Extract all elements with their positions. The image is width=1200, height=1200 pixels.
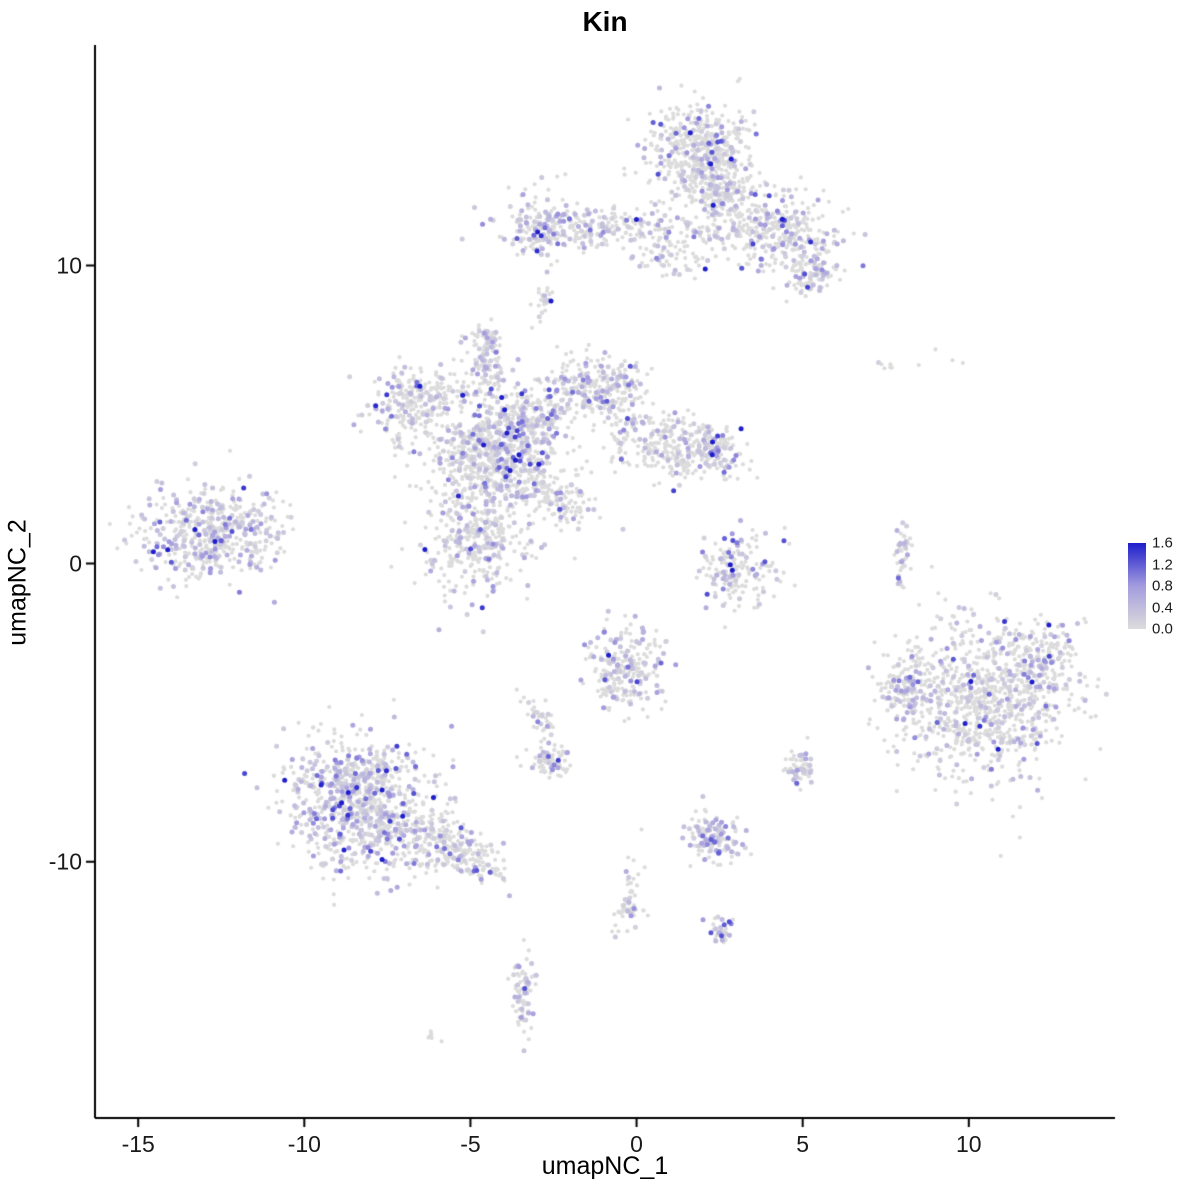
x-tick-label: -15	[121, 1131, 155, 1157]
legend-tick-label: 0.4	[1152, 599, 1173, 616]
legend-gradient-bar	[1128, 543, 1146, 629]
legend-tick-label: 1.2	[1152, 556, 1173, 573]
x-tick-label: -5	[460, 1131, 481, 1157]
x-tick-label: 5	[796, 1131, 810, 1157]
legend-tick-label: 0.0	[1152, 620, 1173, 638]
x-axis-title: umapNC_1	[541, 1152, 669, 1180]
legend-tick-label: 1.6	[1152, 534, 1173, 552]
x-tick-label: 0	[630, 1131, 643, 1157]
x-tick-label: -10	[287, 1131, 321, 1157]
legend-tick-label: 0.8	[1152, 577, 1173, 595]
y-tick-label: -10	[48, 848, 82, 875]
x-tick-label: 10	[956, 1131, 982, 1157]
y-tick-label: 10	[56, 252, 82, 279]
chart-title: Kin	[582, 6, 628, 37]
y-tick-label: 0	[69, 550, 82, 577]
y-axis-title: umapNC_2	[3, 519, 32, 646]
